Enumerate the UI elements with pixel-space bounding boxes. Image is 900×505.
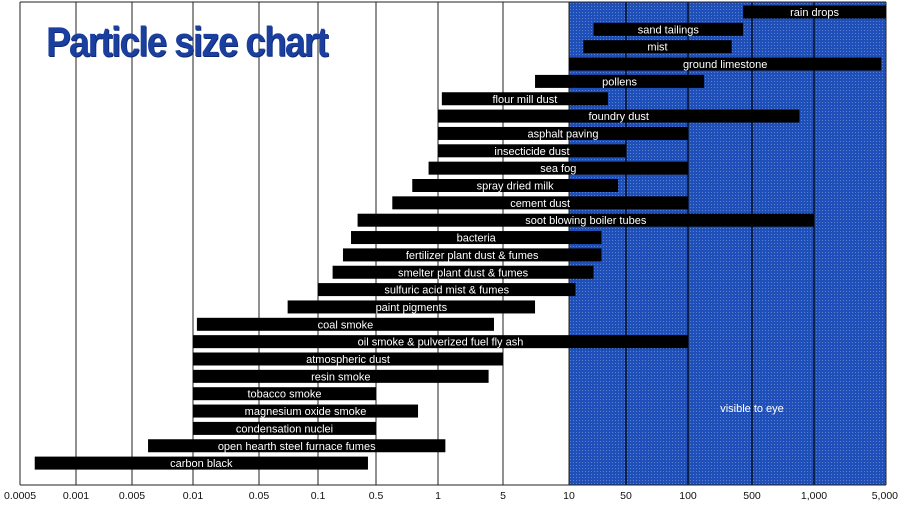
particle-bar-row: tobacco smoke bbox=[193, 387, 376, 401]
particle-bar-label: carbon black bbox=[170, 458, 233, 470]
particle-bar-label: insecticide dust bbox=[494, 146, 569, 158]
particle-bar-label: atmospheric dust bbox=[306, 354, 390, 366]
particle-bar-row: bacteria bbox=[351, 231, 602, 245]
particle-bar-row: fertilizer plant dust & fumes bbox=[342, 248, 602, 262]
particle-bar bbox=[196, 317, 494, 331]
particle-bar-label: asphalt paving bbox=[528, 128, 599, 140]
particle-bar bbox=[441, 92, 608, 106]
particle-bar-row: cement dust bbox=[392, 196, 688, 210]
x-tick-label: 5 bbox=[500, 490, 506, 502]
x-tick-label: 0.5 bbox=[369, 490, 384, 502]
particle-bar-label: open hearth steel furnace fumes bbox=[218, 441, 376, 453]
x-tick-label: 500 bbox=[743, 490, 761, 502]
x-tick-label: 100 bbox=[679, 490, 697, 502]
particle-bar-label: cement dust bbox=[510, 198, 570, 210]
particle-bar-label: ground limestone bbox=[683, 59, 767, 71]
particle-bar bbox=[287, 300, 536, 314]
particle-bar-row: spray dried milk bbox=[412, 179, 619, 193]
particle-bar bbox=[357, 213, 814, 227]
particle-bar-label: soot blowing boiler tubes bbox=[525, 215, 647, 227]
x-tick-label: 0.1 bbox=[311, 490, 326, 502]
particle-bar-label: mist bbox=[647, 42, 667, 54]
particle-bar-label: foundry dust bbox=[588, 111, 649, 123]
particle-bar-row: rain drops bbox=[743, 5, 886, 19]
particle-bar bbox=[593, 22, 744, 36]
particle-bar-row: foundry dust bbox=[438, 109, 800, 123]
particle-bar bbox=[569, 57, 882, 71]
particle-bar-row: coal smoke bbox=[196, 317, 494, 331]
particle-bar-row: atmospheric dust bbox=[193, 352, 503, 366]
particle-bar-label: coal smoke bbox=[318, 319, 374, 331]
particle-bar bbox=[318, 283, 576, 297]
x-tick-label: 10 bbox=[563, 490, 575, 502]
particle-bar bbox=[438, 144, 626, 158]
particle-bar bbox=[193, 335, 688, 349]
particle-bar bbox=[438, 109, 800, 123]
particle-bar-row: carbon black bbox=[34, 456, 368, 470]
particle-bar-label: sulfuric acid mist & fumes bbox=[384, 285, 509, 297]
particle-bar bbox=[34, 456, 368, 470]
particle-bar-label: pollens bbox=[602, 76, 637, 88]
x-tick-label: 0.0005 bbox=[4, 490, 36, 502]
particle-bar-row: paint pigments bbox=[287, 300, 536, 314]
particle-bar-row: condensation nuclei bbox=[193, 421, 376, 435]
x-tick-label: 1 bbox=[435, 490, 441, 502]
particle-bar bbox=[148, 439, 446, 453]
particle-bar-row: open hearth steel furnace fumes bbox=[148, 439, 446, 453]
x-tick-label: 0.001 bbox=[63, 490, 89, 502]
x-tick-label: 0.005 bbox=[119, 490, 145, 502]
particle-bar-row: sea fog bbox=[428, 161, 688, 175]
particle-bar bbox=[428, 161, 688, 175]
particle-bar-row: insecticide dust bbox=[438, 144, 626, 158]
x-tick-label: 1,000 bbox=[801, 490, 827, 502]
particle-bar-row: flour mill dust bbox=[441, 92, 608, 106]
x-tick-label: 0.01 bbox=[183, 490, 204, 502]
particle-bar-label: tobacco smoke bbox=[248, 389, 322, 401]
particle-bar bbox=[332, 265, 594, 279]
particle-bar-row: pollens bbox=[535, 74, 705, 88]
particle-bar bbox=[351, 231, 602, 245]
particle-bar-label: smelter plant dust & fumes bbox=[398, 267, 529, 279]
particle-bar-label: flour mill dust bbox=[492, 94, 557, 106]
particle-bar bbox=[535, 74, 705, 88]
particle-bar-row: smelter plant dust & fumes bbox=[332, 265, 594, 279]
particle-bar bbox=[193, 387, 376, 401]
particle-bar-row: mist bbox=[583, 40, 732, 54]
particle-bar bbox=[193, 352, 503, 366]
particle-bar-row: ground limestone bbox=[569, 57, 882, 71]
particle-bar-row: sand tailings bbox=[593, 22, 744, 36]
particle-bar-row: sulfuric acid mist & fumes bbox=[318, 283, 576, 297]
particle-bar-row: oil smoke & pulverized fuel fly ash bbox=[193, 335, 688, 349]
particle-bar bbox=[342, 248, 602, 262]
particle-bar-label: sea fog bbox=[540, 163, 576, 175]
particle-bar-label: paint pigments bbox=[376, 302, 448, 314]
particle-bar bbox=[412, 179, 619, 192]
particle-bar-label: rain drops bbox=[790, 7, 839, 19]
particle-bar-label: oil smoke & pulverized fuel fly ash bbox=[358, 337, 524, 349]
x-tick-label: 5,000 bbox=[872, 490, 898, 502]
particle-bar bbox=[743, 5, 886, 19]
particle-bar bbox=[583, 40, 732, 54]
particle-bar-row: soot blowing boiler tubes bbox=[357, 213, 814, 227]
chart-title: Particle size chart bbox=[46, 18, 329, 65]
particle-bar-label: sand tailings bbox=[638, 24, 700, 36]
particle-bar-label: fertilizer plant dust & fumes bbox=[406, 250, 539, 262]
x-tick-label: 50 bbox=[620, 490, 632, 502]
particle-bar-label: resin smoke bbox=[311, 371, 370, 383]
particle-bar-row: resin smoke bbox=[193, 369, 489, 383]
particle-bar-label: bacteria bbox=[457, 233, 497, 245]
particle-bar bbox=[193, 369, 489, 383]
particle-bar-label: spray dried milk bbox=[477, 181, 555, 193]
visible-region-label: visible to eye bbox=[720, 403, 784, 415]
particle-bar-label: magnesium oxide smoke bbox=[245, 406, 367, 418]
particle-bar bbox=[193, 404, 419, 418]
particle-bar-row: magnesium oxide smoke bbox=[193, 404, 419, 418]
particle-bar-label: condensation nuclei bbox=[236, 423, 333, 435]
particle-bar bbox=[193, 421, 376, 435]
particle-bar bbox=[392, 196, 688, 210]
particle-bar-row: asphalt paving bbox=[438, 126, 688, 140]
particle-bar bbox=[438, 126, 688, 140]
x-tick-label: 0.05 bbox=[249, 490, 270, 502]
